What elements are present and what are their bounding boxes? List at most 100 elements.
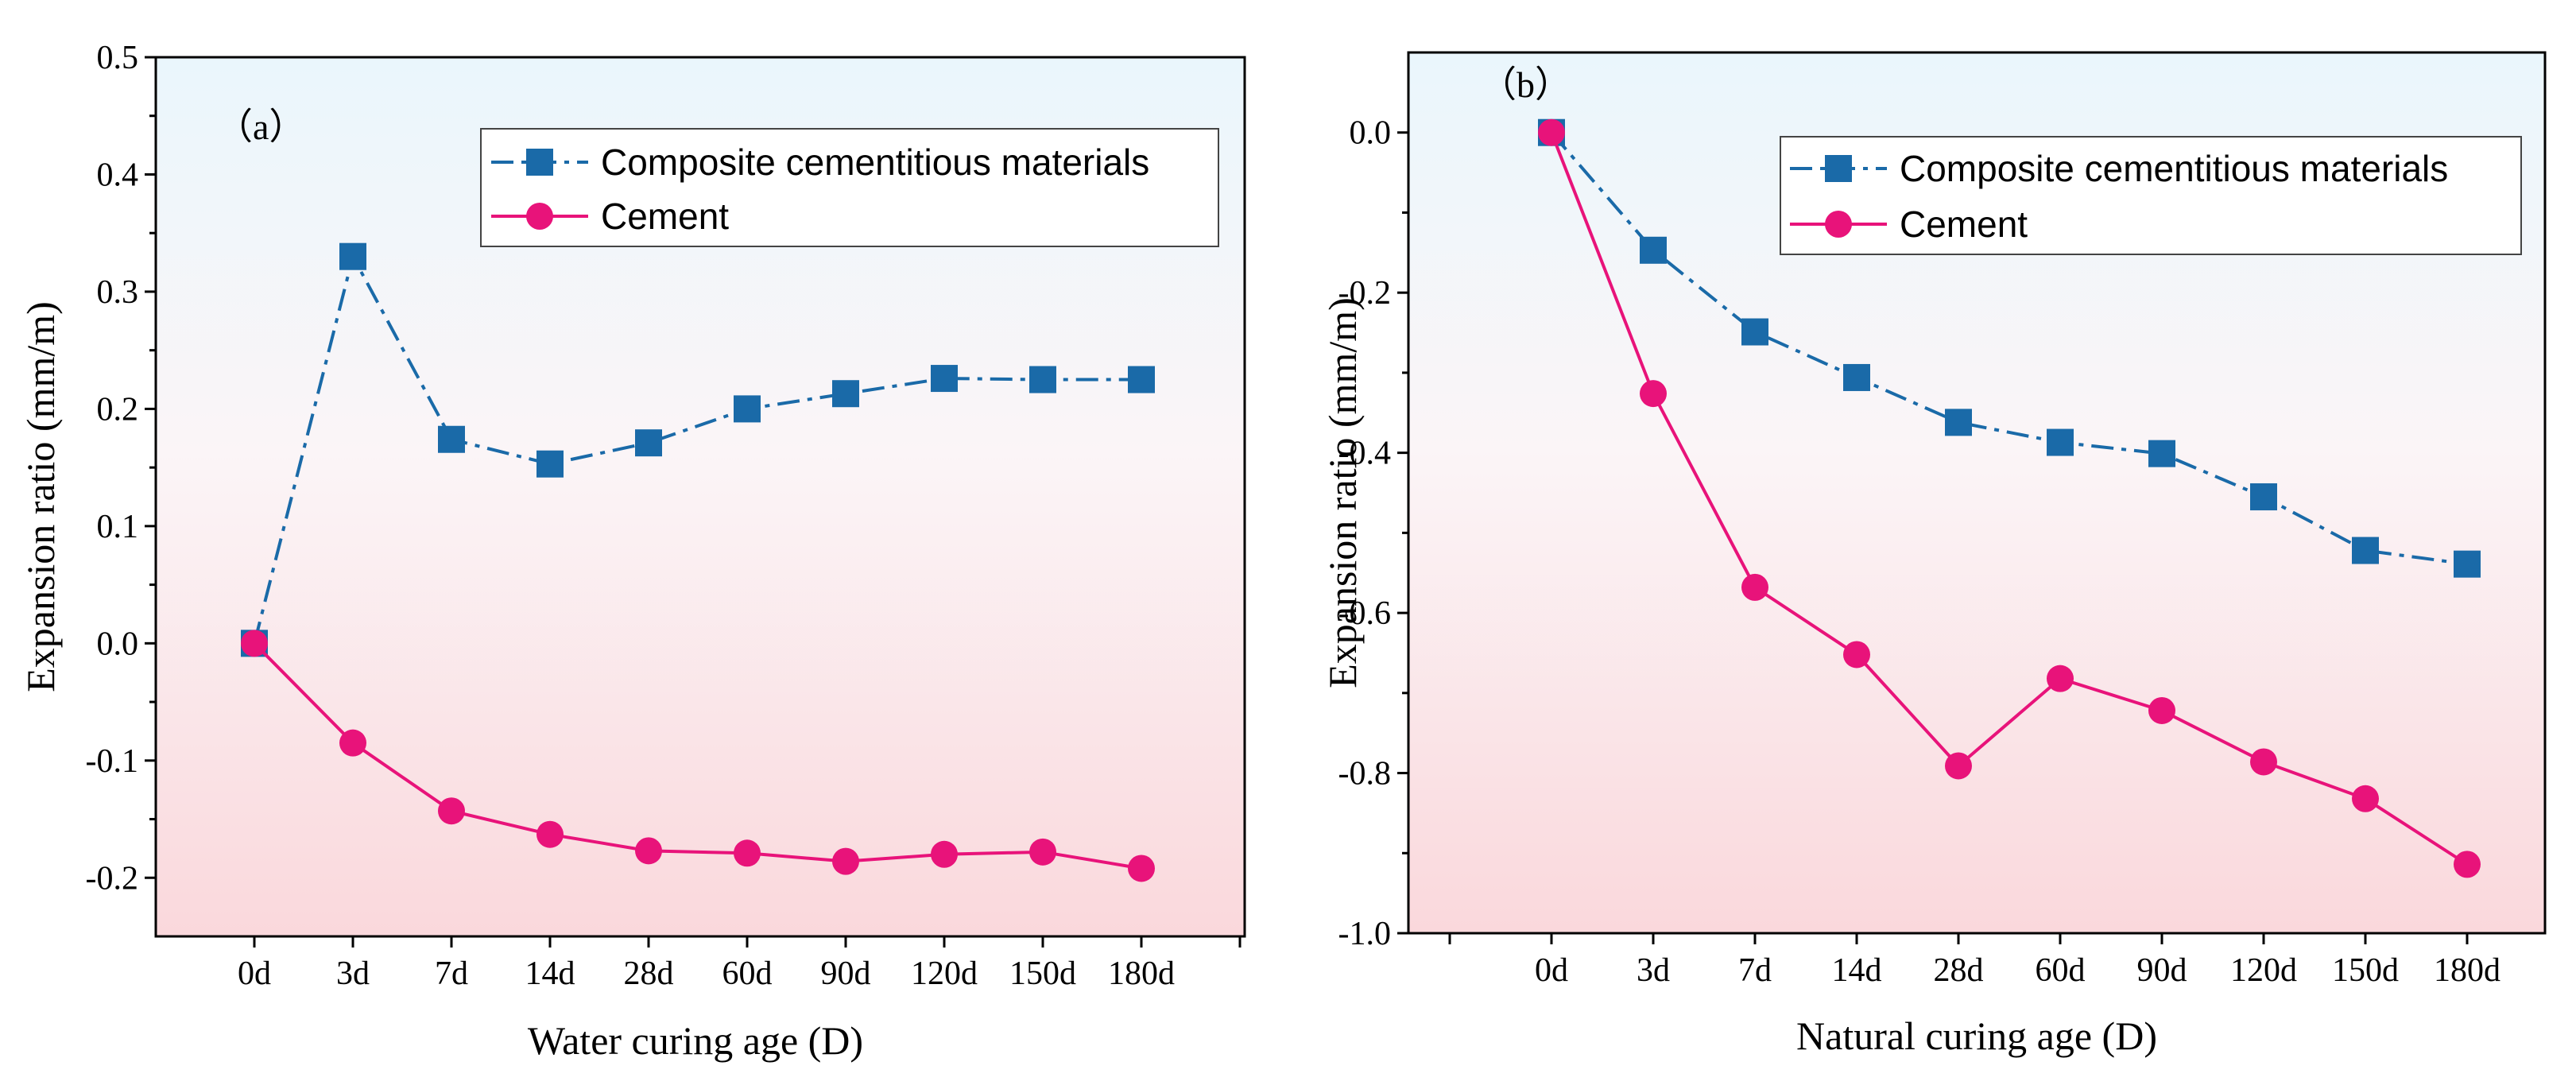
legend-marker-circle-b bbox=[1825, 211, 1852, 238]
y-tick-label-b: -0.2 bbox=[1338, 275, 1392, 312]
chart-panel-a: -0.2 -0.1 0.0 0.1 0.2 0.3 0.4 0.5 0d 3d 7d 14d 28d 60… bbox=[18, 40, 1246, 1063]
x-axis-title-b: Natural curing age (D) bbox=[1796, 1013, 2157, 1058]
x-tick-label-b: 180d bbox=[2434, 952, 2500, 989]
x-tick-label-a: 60d bbox=[722, 955, 773, 992]
y-tick-label-a: 0.3 bbox=[97, 274, 139, 311]
x-tick-label-a: 180d bbox=[1108, 955, 1175, 992]
legend-label-cement-b: Cement bbox=[1900, 203, 2028, 245]
legend-marker-square-b bbox=[1825, 155, 1852, 182]
legend-label-composite-b: Composite cementitious materials bbox=[1900, 148, 2448, 189]
data-point-cement-a-3d bbox=[339, 729, 366, 757]
data-point-cement-b-90d bbox=[2148, 696, 2175, 724]
data-point-composite-b-90d bbox=[2148, 440, 2175, 467]
panel-label-a: （a） bbox=[216, 107, 305, 147]
x-tick-label-b: 0d bbox=[1535, 952, 1568, 989]
x-tick-label-a: 28d bbox=[624, 955, 674, 992]
y-tick-label-a: 0.1 bbox=[97, 509, 139, 545]
legend-box-a bbox=[480, 128, 1219, 247]
plot-frame-b bbox=[1407, 51, 2547, 935]
data-point-cement-b-120d bbox=[2250, 748, 2277, 776]
x-tick-label-b: 7d bbox=[1738, 952, 1772, 989]
data-point-cement-b-3d bbox=[1640, 380, 1667, 408]
series-line-composite-a bbox=[253, 252, 1141, 644]
legend-label-composite-a: Composite cementitious materials bbox=[601, 141, 1149, 183]
y-tick-label-b: -0.4 bbox=[1338, 436, 1392, 472]
data-point-cement-b-150d bbox=[2352, 785, 2379, 812]
y-tick-label-b: -0.6 bbox=[1338, 595, 1392, 632]
data-marks-a bbox=[241, 242, 1155, 882]
x-tick-label-a: 7d bbox=[435, 955, 468, 992]
data-point-composite-a-120d bbox=[931, 365, 958, 393]
y-axis-title-a: Expansion ratio (mm/m) bbox=[18, 301, 63, 692]
x-axis-title-a: Water curing age (D) bbox=[528, 1018, 863, 1063]
x-tick-label-b: 14d bbox=[1832, 952, 1882, 989]
data-point-composite-a-7d bbox=[438, 425, 465, 453]
series-line-composite-b bbox=[1550, 131, 2468, 566]
y-tick-label-b: -1.0 bbox=[1338, 916, 1392, 952]
data-point-composite-b-120d bbox=[2250, 483, 2277, 511]
y-tick-label-b: -0.8 bbox=[1338, 756, 1392, 793]
data-point-cement-a-28d bbox=[635, 837, 662, 865]
data-point-cement-a-0d bbox=[241, 630, 268, 657]
data-point-composite-b-3d bbox=[1640, 236, 1667, 264]
x-tick-label-a: 90d bbox=[821, 955, 871, 992]
data-point-cement-a-7d bbox=[438, 797, 465, 825]
data-point-cement-a-60d bbox=[734, 839, 761, 867]
x-tick-label-a: 0d bbox=[238, 955, 271, 992]
data-point-cement-b-180d bbox=[2454, 851, 2481, 878]
data-point-composite-b-180d bbox=[2454, 550, 2481, 578]
series-line-cement-b bbox=[1550, 132, 2469, 866]
axis-ticks-a: -0.2 -0.1 0.0 0.1 0.2 0.3 0.4 0.5 0d 3d 7d 14d 28d 60… bbox=[86, 40, 1242, 992]
x-tick-label-a: 14d bbox=[525, 955, 575, 992]
legend-a: Composite cementitious materials Cement bbox=[480, 128, 1219, 247]
y-tick-label-a: 0.4 bbox=[97, 157, 139, 193]
x-tick-label-a: 120d bbox=[911, 955, 978, 992]
x-tick-label-b: 28d bbox=[1934, 952, 1984, 989]
data-point-composite-b-14d bbox=[1843, 363, 1870, 391]
x-tick-label-b: 120d bbox=[2230, 952, 2297, 989]
data-point-cement-a-90d bbox=[832, 847, 859, 875]
x-tick-label-a: 150d bbox=[1009, 955, 1076, 992]
plot-frame-a bbox=[154, 56, 1246, 938]
series-line-cement-a bbox=[253, 641, 1142, 870]
data-point-cement-a-150d bbox=[1029, 838, 1056, 866]
chart-panel-b: -1.0 -0.8 -0.6 -0.4 -0.2 0.0 0d 3d 7d 14d 28d 60d 90… bbox=[1320, 51, 2547, 1058]
data-point-cement-b-7d bbox=[1741, 573, 1768, 601]
data-point-composite-b-7d bbox=[1741, 318, 1768, 346]
legend-b: Composite cementitious materials Cement bbox=[1780, 136, 2522, 255]
data-point-composite-b-60d bbox=[2047, 428, 2074, 456]
panel-label-b: （b） bbox=[1480, 64, 1571, 105]
data-point-composite-a-60d bbox=[734, 395, 761, 423]
data-point-cement-b-60d bbox=[2047, 665, 2074, 692]
data-marks-b bbox=[1538, 118, 2481, 878]
x-tick-label-a: 3d bbox=[336, 955, 370, 992]
y-tick-label-a: -0.1 bbox=[86, 743, 139, 780]
legend-label-cement-a: Cement bbox=[601, 196, 729, 237]
data-point-composite-b-150d bbox=[2352, 537, 2379, 564]
y-axis-title-b: Expansion ratio (mm/m) bbox=[1320, 297, 1365, 688]
y-tick-label-a: -0.2 bbox=[86, 860, 139, 897]
data-point-composite-b-28d bbox=[1945, 409, 1972, 436]
x-tick-label-b: 150d bbox=[2332, 952, 2399, 989]
data-point-composite-a-14d bbox=[537, 450, 564, 478]
data-point-composite-a-90d bbox=[832, 380, 859, 408]
data-point-cement-b-0d bbox=[1538, 118, 1565, 146]
data-point-cement-a-14d bbox=[537, 820, 564, 848]
y-tick-label-a: 0.2 bbox=[97, 391, 139, 428]
x-tick-label-b: 3d bbox=[1637, 952, 1670, 989]
data-point-cement-a-120d bbox=[931, 840, 958, 868]
y-tick-label-a: 0.0 bbox=[97, 626, 139, 662]
x-tick-label-b: 60d bbox=[2036, 952, 2086, 989]
data-point-cement-a-180d bbox=[1128, 855, 1155, 882]
legend-marker-circle-a bbox=[526, 203, 553, 230]
data-point-composite-a-180d bbox=[1128, 366, 1155, 393]
legend-box-b bbox=[1780, 136, 2522, 255]
legend-marker-square-a bbox=[526, 149, 553, 176]
y-tick-label-b: 0.0 bbox=[1350, 115, 1392, 152]
data-point-composite-a-3d bbox=[339, 242, 366, 270]
data-point-composite-a-28d bbox=[635, 429, 662, 457]
data-point-composite-a-150d bbox=[1029, 366, 1056, 393]
data-point-cement-b-28d bbox=[1945, 752, 1972, 780]
axis-ticks-b: -1.0 -0.8 -0.6 -0.4 -0.2 0.0 0d 3d 7d 14d 28d 60d 90… bbox=[1338, 115, 2501, 989]
